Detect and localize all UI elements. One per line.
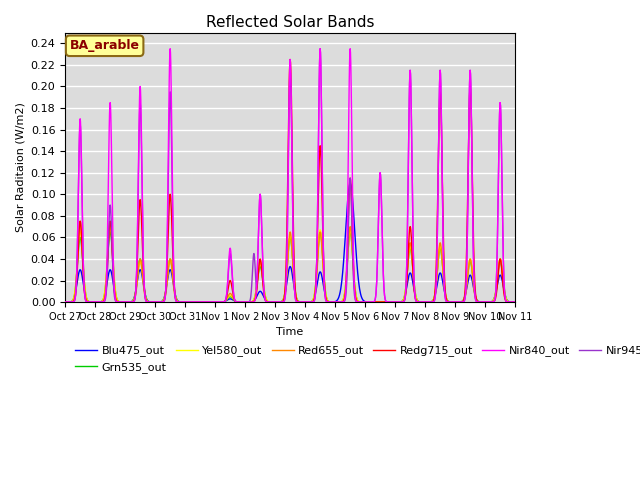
Red655_out	[458, 299, 466, 305]
Grn535_out	[61, 299, 69, 305]
Line: Yel580_out: Yel580_out	[65, 227, 515, 302]
Grn535_out	[511, 299, 518, 305]
Nir840_out	[150, 299, 158, 305]
Grn535_out	[106, 229, 114, 235]
Yel580_out	[212, 299, 220, 305]
Yel580_out	[61, 299, 69, 305]
Nir840_out	[212, 299, 220, 305]
Nir945_out	[150, 299, 158, 305]
Yel580_out	[196, 299, 204, 305]
Blu475_out	[458, 299, 466, 304]
Blu475_out	[212, 299, 220, 305]
Nir945_out	[458, 299, 466, 305]
Blu475_out	[511, 299, 518, 305]
Red655_out	[61, 299, 69, 305]
Yel580_out	[458, 299, 466, 304]
Line: Blu475_out: Blu475_out	[65, 183, 515, 302]
Yel580_out	[106, 224, 114, 229]
Blu475_out	[419, 299, 426, 305]
Redg715_out	[196, 299, 204, 305]
Red655_out	[212, 299, 220, 305]
Line: Red655_out: Red655_out	[65, 221, 515, 302]
Blu475_out	[161, 291, 169, 297]
Nir945_out	[360, 299, 367, 305]
Grn535_out	[458, 299, 466, 304]
Blu475_out	[346, 180, 354, 186]
Yel580_out	[150, 299, 158, 305]
Grn535_out	[419, 299, 426, 305]
Blu475_out	[360, 298, 367, 303]
Line: Nir840_out: Nir840_out	[65, 49, 515, 302]
Blu475_out	[150, 299, 158, 305]
Red655_out	[162, 293, 170, 299]
Nir840_out	[419, 299, 426, 305]
Grn535_out	[162, 289, 170, 295]
Nir840_out	[161, 294, 169, 300]
Yel580_out	[511, 299, 518, 305]
Blu475_out	[61, 299, 69, 305]
Red655_out	[360, 299, 367, 305]
Nir945_out	[212, 299, 220, 305]
Nir945_out	[316, 46, 324, 52]
Nir840_out	[360, 299, 367, 305]
Nir840_out	[511, 299, 518, 305]
Line: Nir945_out: Nir945_out	[65, 49, 515, 302]
Nir945_out	[511, 299, 518, 305]
Redg715_out	[150, 299, 158, 305]
Redg715_out	[212, 299, 220, 305]
Text: BA_arable: BA_arable	[70, 39, 140, 52]
Nir945_out	[419, 299, 426, 305]
Redg715_out	[161, 293, 169, 299]
Redg715_out	[419, 299, 426, 305]
Blu475_out	[196, 299, 204, 305]
Red655_out	[76, 218, 84, 224]
Line: Grn535_out: Grn535_out	[65, 232, 515, 302]
Nir840_out	[458, 299, 466, 305]
Redg715_out	[61, 299, 69, 305]
Line: Redg715_out: Redg715_out	[65, 60, 515, 302]
Red655_out	[150, 299, 158, 305]
Yel580_out	[162, 289, 170, 295]
Y-axis label: Solar Raditaion (W/m2): Solar Raditaion (W/m2)	[15, 102, 25, 232]
Nir945_out	[61, 299, 69, 305]
Red655_out	[196, 299, 204, 305]
Nir840_out	[166, 46, 174, 52]
Redg715_out	[360, 299, 367, 305]
Nir840_out	[61, 299, 69, 305]
Nir945_out	[196, 299, 204, 305]
Yel580_out	[360, 299, 367, 305]
Redg715_out	[458, 299, 466, 305]
Nir945_out	[161, 295, 169, 300]
Grn535_out	[196, 299, 204, 305]
Grn535_out	[212, 299, 220, 305]
Red655_out	[419, 299, 426, 305]
Title: Reflected Solar Bands: Reflected Solar Bands	[205, 15, 374, 30]
Legend: Blu475_out, Grn535_out, Yel580_out, Red655_out, Redg715_out, Nir840_out, Nir945_: Blu475_out, Grn535_out, Yel580_out, Red6…	[70, 341, 640, 377]
Redg715_out	[286, 57, 294, 62]
Grn535_out	[150, 299, 158, 305]
X-axis label: Time: Time	[276, 327, 303, 337]
Nir840_out	[196, 299, 204, 305]
Yel580_out	[419, 299, 426, 305]
Red655_out	[511, 299, 518, 305]
Redg715_out	[511, 299, 518, 305]
Grn535_out	[360, 299, 367, 305]
